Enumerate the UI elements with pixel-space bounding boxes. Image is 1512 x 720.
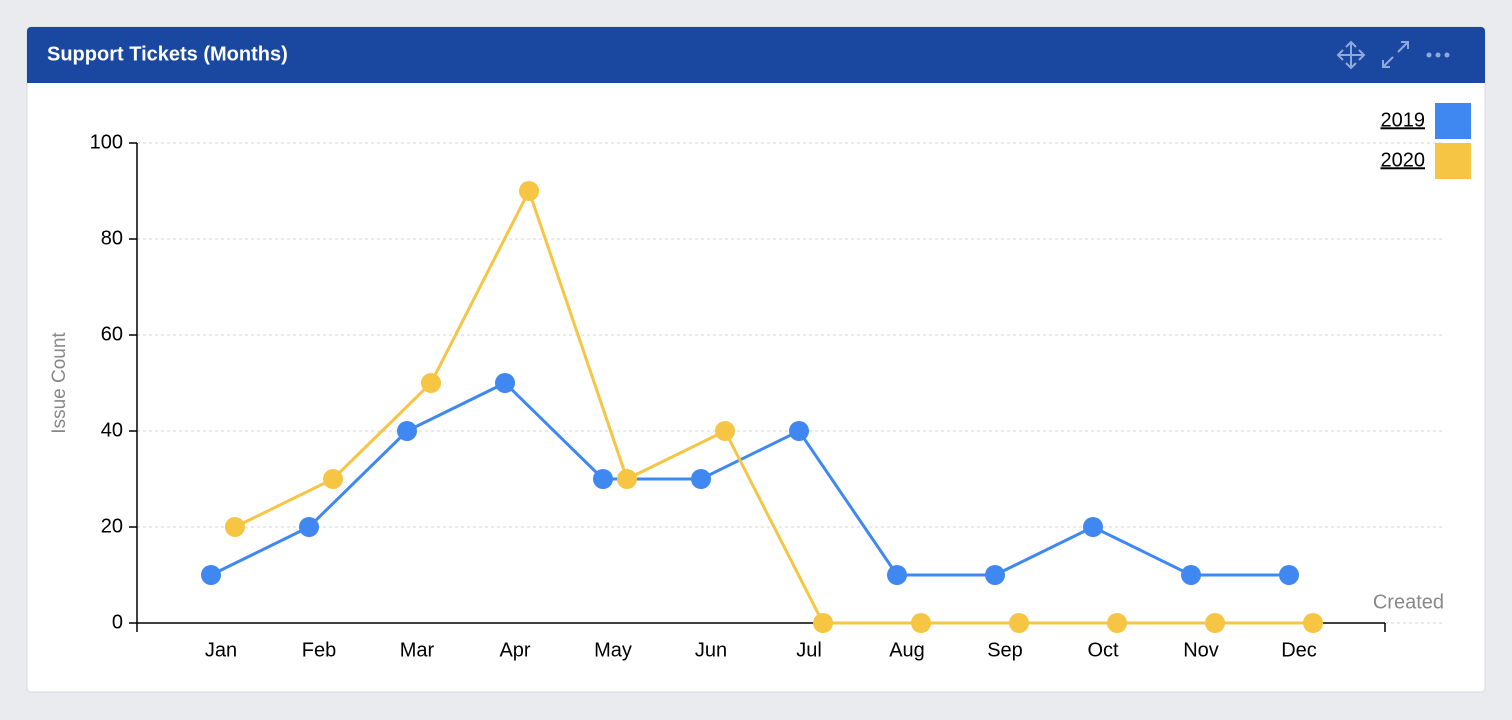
data-point: [789, 421, 809, 441]
card-title: Support Tickets (Months): [47, 43, 288, 65]
x-tick-label: Mar: [400, 639, 435, 661]
x-tick-label: Jan: [205, 639, 237, 661]
data-point: [813, 613, 833, 633]
x-axis-label: Created: [1373, 591, 1444, 613]
data-point: [1303, 613, 1323, 633]
data-point: [985, 565, 1005, 585]
data-point: [593, 469, 613, 489]
plot: 0 20 40 60 80 100 Jan Feb Mar Apr May Jun Jul Aug Sep O…: [90, 103, 1471, 661]
card: [26, 26, 1486, 693]
data-point: [323, 469, 343, 489]
y-tick-label: 0: [112, 611, 123, 633]
y-axis-label: Issue Count: [49, 332, 70, 434]
data-point: [421, 373, 441, 393]
x-tick-label: Sep: [987, 639, 1023, 661]
y-tick-label: 80: [101, 227, 123, 249]
data-point: [397, 421, 417, 441]
y-tick-label: 60: [101, 323, 123, 345]
x-tick-label: Jul: [796, 639, 822, 661]
x-tick-label: Jun: [695, 639, 727, 661]
data-point: [691, 469, 711, 489]
more-icon[interactable]: [1426, 52, 1450, 58]
legend-label[interactable]: 2020: [1381, 149, 1426, 171]
data-point: [495, 373, 515, 393]
legend-swatch[interactable]: [1435, 103, 1471, 139]
data-point: [617, 469, 637, 489]
x-tick-label: Oct: [1087, 639, 1119, 661]
legend-label[interactable]: 2019: [1381, 109, 1426, 131]
data-point: [1107, 613, 1127, 633]
x-tick-label: Apr: [499, 639, 530, 661]
data-point: [887, 565, 907, 585]
legend-swatch[interactable]: [1435, 143, 1471, 179]
data-point: [299, 517, 319, 537]
y-tick-label: 40: [101, 419, 123, 441]
move-icon[interactable]: [1336, 40, 1366, 70]
data-point: [1205, 613, 1225, 633]
x-tick-label: Nov: [1183, 639, 1219, 661]
card-header: [27, 27, 1485, 83]
x-tick-label: Dec: [1281, 639, 1317, 661]
x-tick-label: May: [594, 639, 632, 661]
data-point: [715, 421, 735, 441]
series-line: [210, 381, 1289, 577]
data-point: [1279, 565, 1299, 585]
data-point: [1009, 613, 1029, 633]
y-tick-label: 20: [101, 515, 123, 537]
data-point: [225, 517, 245, 537]
y-tick-label: 100: [90, 131, 123, 153]
data-point: [519, 181, 539, 201]
data-point: [201, 565, 221, 585]
series-line: [234, 187, 1313, 625]
x-tick-label: Feb: [302, 639, 336, 661]
x-tick-label: Aug: [889, 639, 925, 661]
expand-icon[interactable]: [1382, 41, 1409, 68]
data-point: [1083, 517, 1103, 537]
data-point: [1181, 565, 1201, 585]
data-point: [911, 613, 931, 633]
